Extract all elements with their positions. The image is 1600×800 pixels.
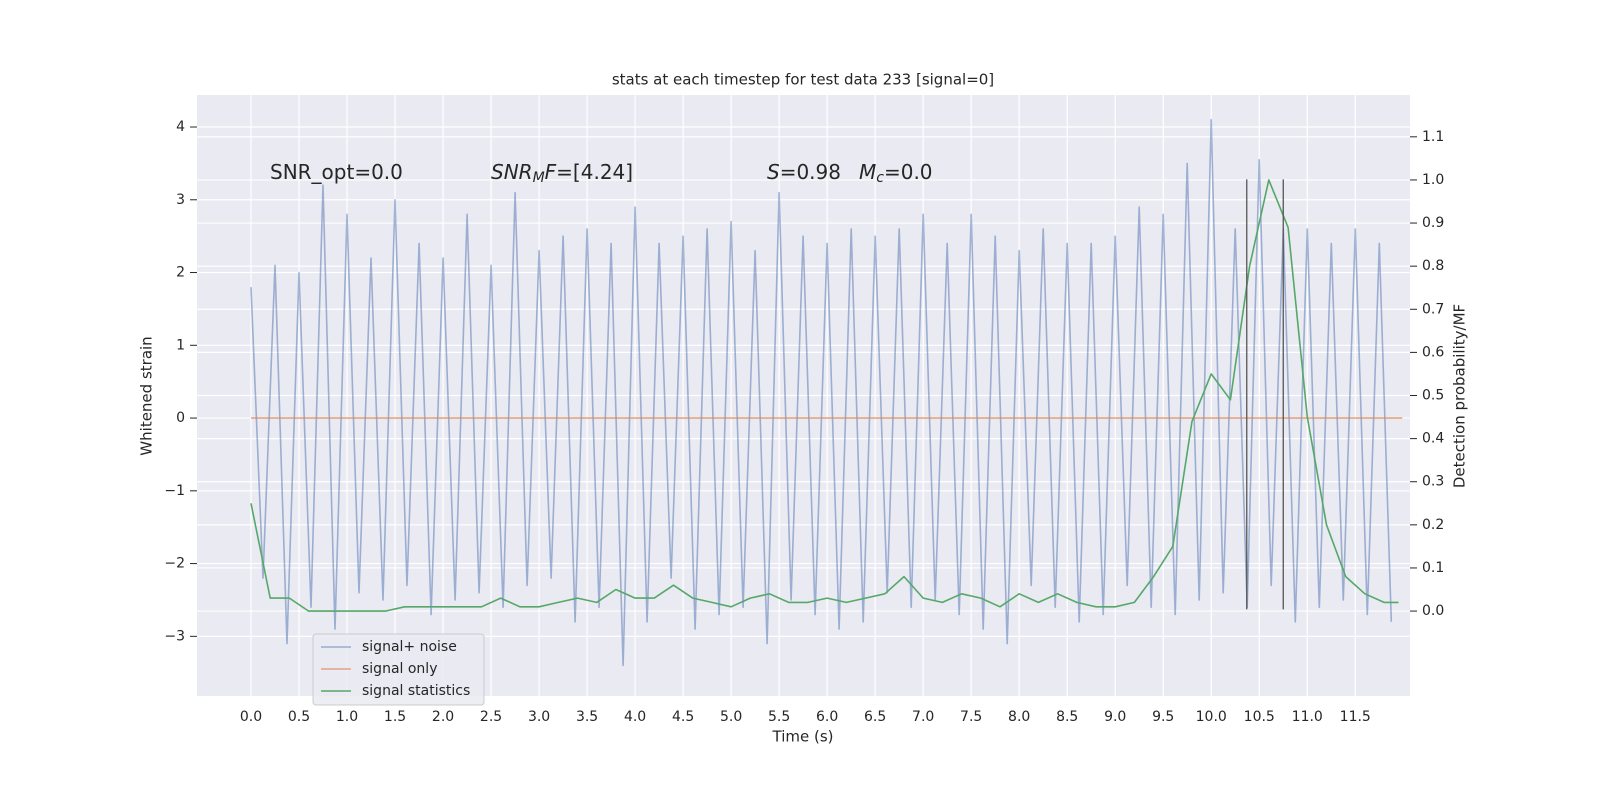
series-line — [250, 118, 1393, 667]
y-axis-label: Whitened strain — [138, 336, 156, 455]
y2-tick-label: 1.0 — [1422, 172, 1444, 188]
x-tick-label: 4.0 — [624, 709, 646, 725]
y2-tick-label: 0.5 — [1422, 388, 1444, 404]
annotation: Mc=0.0 — [859, 160, 933, 187]
series-line — [250, 179, 1399, 612]
x-tick-label: 9.0 — [1104, 709, 1126, 725]
y2-tick-label: 0.9 — [1422, 215, 1444, 231]
annotation: S=0.98 — [767, 160, 841, 184]
y-tick-label: −3 — [164, 628, 185, 644]
y-tick-label: 3 — [176, 192, 185, 208]
y-tick-label: 0 — [176, 410, 185, 426]
x-tick-label: 2.0 — [432, 709, 454, 725]
annotation-part: =0.98 — [780, 160, 841, 184]
annotation-part: F — [545, 160, 557, 184]
y-tick-label: 4 — [176, 119, 185, 135]
y2-tick-label: 0.1 — [1422, 560, 1444, 576]
x-tick-label: 9.5 — [1152, 709, 1174, 725]
x-tick-label: 10.5 — [1244, 709, 1275, 725]
x-tick-label: 5.0 — [720, 709, 742, 725]
x-tick-label: 11.5 — [1340, 709, 1371, 725]
y-tick-label: 1 — [176, 337, 185, 353]
x-tick-label: 10.0 — [1196, 709, 1227, 725]
annotation: SNR_opt=0.0 — [270, 160, 403, 184]
y2-tick-label: 0.4 — [1422, 431, 1444, 447]
y2-axis-label: Detection probability/MF — [1451, 304, 1469, 488]
x-tick-label: 3.5 — [576, 709, 598, 725]
annotation-part: S — [767, 160, 780, 184]
annotation-part: =[4.24] — [556, 160, 633, 184]
annotation: SNRMF=[4.24] — [491, 160, 633, 187]
y2-tick-label: 0.0 — [1422, 603, 1444, 619]
x-tick-label: 4.5 — [672, 709, 694, 725]
x-tick-label: 6.5 — [864, 709, 886, 725]
annotation-part: SNR_opt=0.0 — [270, 160, 403, 184]
legend-label: signal+ noise — [362, 639, 457, 655]
y2-tick-label: 1.1 — [1422, 129, 1444, 145]
y-tick-label: 2 — [176, 265, 185, 281]
legend-box — [312, 633, 485, 706]
x-tick-label: 2.5 — [480, 709, 502, 725]
x-tick-label: 8.0 — [1008, 709, 1030, 725]
overlay: 0.0 0.5 1.0 1.5 2.0 2.5 3.0 3.5 4.0 4.5 5.0 5.5 6.0 6… — [164, 119, 1444, 725]
x-tick-label: 0.5 — [288, 709, 310, 725]
legend-label: signal only — [362, 661, 437, 677]
legend-label: signal statistics — [362, 683, 470, 699]
x-tick-label: 7.0 — [912, 709, 934, 725]
y2-tick-label: 0.3 — [1422, 474, 1444, 490]
y2-tick-label: 0.8 — [1422, 258, 1444, 274]
annotation-part: c — [876, 170, 884, 186]
y-tick-label: −1 — [164, 483, 185, 499]
y2-tick-label: 0.6 — [1422, 344, 1444, 360]
x-tick-label: 3.0 — [528, 709, 550, 725]
x-tick-label: 0.0 — [240, 709, 262, 725]
annotation-part: =0.0 — [884, 160, 933, 184]
y2-tick-label: 0.2 — [1422, 517, 1444, 533]
y2-tick-label: 0.7 — [1422, 301, 1444, 317]
y-tick-label: −2 — [164, 556, 185, 572]
x-tick-label: 6.0 — [816, 709, 838, 725]
x-axis-label: Time (s) — [772, 728, 834, 746]
x-tick-label: 1.0 — [336, 709, 358, 725]
x-tick-label: 11.0 — [1292, 709, 1323, 725]
chart-title: stats at each timestep for test data 233… — [612, 71, 994, 89]
marks — [250, 118, 1403, 667]
annotation-part: SNR — [491, 160, 533, 184]
x-tick-label: 8.5 — [1056, 709, 1078, 725]
x-tick-label: 7.5 — [960, 709, 982, 725]
x-tick-label: 5.5 — [768, 709, 790, 725]
annotation-part: M — [859, 160, 876, 184]
annotation-part: M — [533, 170, 545, 186]
x-tick-label: 1.5 — [384, 709, 406, 725]
